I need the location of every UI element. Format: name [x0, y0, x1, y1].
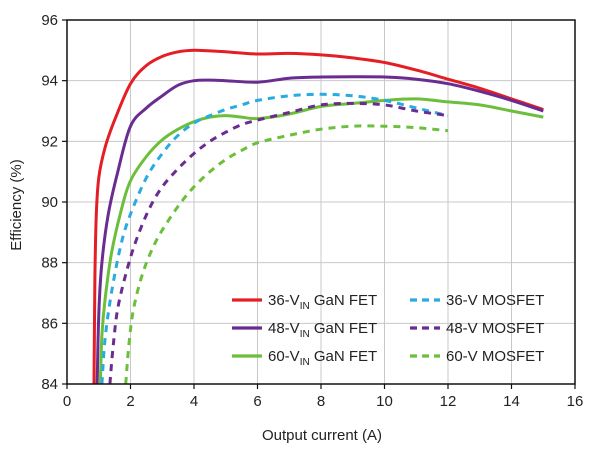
- legend-label: 60-V MOSFET: [446, 348, 544, 365]
- x-tick-label: 10: [376, 393, 393, 410]
- series-line-6: [124, 124, 449, 384]
- y-tick-label: 90: [41, 194, 58, 211]
- legend: 36-VIN GaN FET 48-VIN GaN FET 60-VIN GaN F…: [232, 292, 544, 368]
- y-tick-label: 86: [41, 315, 58, 332]
- x-axis-title: Output current (A): [262, 427, 382, 444]
- y-tick-label: 84: [41, 376, 58, 393]
- x-tick-label: 16: [567, 393, 584, 410]
- x-tick-label: 8: [317, 393, 325, 410]
- legend-label: 36-VIN GaN FET: [268, 292, 377, 312]
- series-line-2: [95, 75, 544, 384]
- x-tick-label: 0: [63, 393, 71, 410]
- legend-label: 48-VIN GaN FET: [268, 320, 377, 340]
- series-line-5: [108, 101, 449, 384]
- y-tick-label: 88: [41, 255, 58, 272]
- y-tick-label: 94: [41, 73, 58, 90]
- series-line-1: [92, 48, 544, 384]
- y-tick-label: 92: [41, 133, 58, 150]
- axis-ticks: 0 2 4 6 8 10 12 14 16 84 86 88 90 92 94 96: [41, 12, 583, 410]
- y-tick-label: 96: [41, 12, 58, 29]
- series-line-4: [100, 92, 449, 384]
- series-line-3: [98, 97, 544, 384]
- legend-label: 60-VIN GaN FET: [268, 348, 377, 368]
- legend-label: 48-V MOSFET: [446, 320, 544, 337]
- x-tick-label: 12: [440, 393, 457, 410]
- legend-label: 36-V MOSFET: [446, 292, 544, 309]
- x-tick-label: 14: [503, 393, 520, 410]
- series-lines: [92, 48, 544, 384]
- x-tick-label: 4: [190, 393, 198, 410]
- x-tick-label: 2: [126, 393, 134, 410]
- y-axis-title: Efficiency (%): [8, 159, 25, 250]
- x-tick-label: 6: [253, 393, 261, 410]
